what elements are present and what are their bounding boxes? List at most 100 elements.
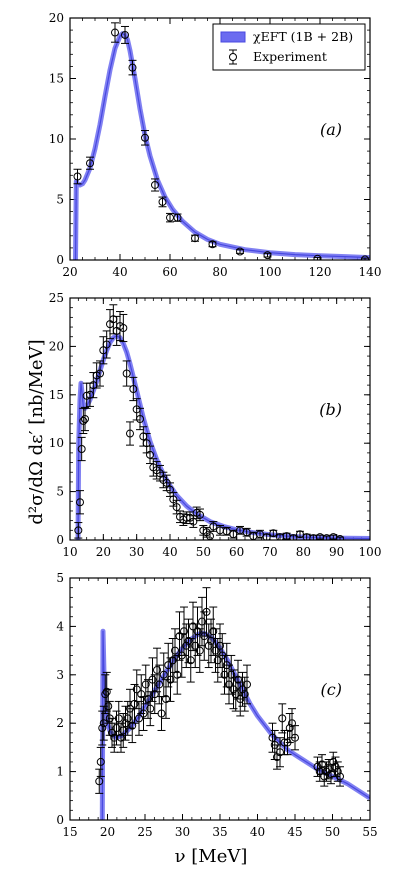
panel-1-theory-line (77, 335, 370, 540)
panel-2-data-marker (155, 680, 164, 689)
panel-0-experiment-point (361, 255, 369, 260)
panel-2-data-marker (202, 607, 211, 616)
panel-1-data-marker (126, 429, 134, 438)
panel-0-x-tick-label: 60 (162, 265, 177, 279)
panel-1-experiment-point (136, 407, 144, 431)
panel-2-experiment-point (336, 766, 344, 787)
panel-2-label: (c) (321, 680, 342, 699)
panel-2-data-marker (209, 627, 218, 636)
panel-2-data-marker (121, 719, 130, 728)
panel-2-data-marker (171, 646, 179, 655)
panel-1-data-marker (269, 529, 278, 538)
panel-2-x-tick-label: 55 (362, 825, 377, 839)
y-axis-title: d²σ/dΩ dε′ [nb/MeV] (26, 339, 47, 524)
panel-0-y-tick-label: 5 (56, 193, 64, 207)
panel-2-data-marker (288, 719, 296, 728)
panel-2-data-marker (173, 670, 182, 679)
panel-0-data-marker (158, 197, 167, 206)
panel-0-experiment-point (166, 212, 174, 223)
panel-1-data-marker (79, 416, 88, 425)
panel-2-data-marker (144, 695, 152, 703)
panel-2-experiment-point (204, 623, 213, 669)
panel-2-theory-band (99, 628, 370, 820)
panel-2-data-marker (141, 680, 150, 689)
panel-2-data-marker (98, 724, 107, 733)
panel-0-data-marker (361, 255, 369, 260)
panel-1-experiment-point (81, 406, 89, 432)
panel-1-data-marker (209, 522, 218, 531)
panel-0-data-marker (86, 159, 94, 168)
panel-1-data-marker (262, 533, 271, 540)
panel-2-data-marker (285, 724, 294, 733)
panel-0-x-tick-label: 80 (212, 265, 227, 279)
panel-2-experiment-point (320, 766, 329, 787)
panel-2-experiment-point (148, 657, 157, 702)
panel-2-experiment-point (123, 700, 132, 736)
panel-2-y-tick-label: 3 (56, 668, 64, 682)
panel-0-data-marker (173, 213, 182, 222)
panel-1-experiment-point (222, 526, 231, 536)
legend-experiment-label: Experiment (253, 49, 327, 64)
panel-2-experiment-point (238, 671, 247, 707)
panel-2-theory-line (101, 630, 370, 820)
panel-2-data-marker (324, 765, 333, 774)
panel-1-experiment-point (96, 360, 104, 387)
panel-1-experiment-point (99, 336, 108, 365)
panel-1-experiment-point (122, 360, 131, 387)
panel-2-data-marker (336, 772, 344, 781)
panel-0-experiment-point (151, 178, 159, 192)
panel-2-experiment-point (132, 669, 141, 710)
panel-0-group: 20 40 60 80 100 120 140 0 5 10 15 20 (a) χEFT (1B + 2… (49, 11, 382, 279)
panel-2-data-marker (333, 767, 342, 776)
x-axis-title: ν [MeV] (175, 846, 248, 867)
panel-1-group: 10 20 30 40 50 60 70 80 90 100 0 5 10 15 20 25 (b) (49, 291, 382, 559)
panel-0-x-tick-label: 120 (309, 265, 332, 279)
panel-0-experiment-point (86, 156, 94, 170)
panel-2-data-marker (320, 772, 329, 781)
panel-1-ticks: 10 20 30 40 50 60 70 80 90 100 0 5 10 15 20 25 (49, 291, 382, 559)
panel-0-label: (a) (320, 120, 342, 139)
legend-experiment-marker (229, 53, 237, 61)
panel-2-data-marker (211, 646, 220, 655)
panel-2-data-marker (189, 622, 197, 631)
panel-2-data-marker (240, 690, 249, 699)
panel-2-data-marker (198, 617, 206, 626)
panel-2-data-marker (153, 665, 161, 674)
panel-2-frame (69, 577, 371, 821)
panel-0-experiment-point (141, 130, 149, 146)
panel-1-experiment-point (102, 330, 111, 359)
panel-1-plot-area (74, 304, 370, 540)
panel-2-x-tick-label: 25 (137, 825, 152, 839)
panel-2-experiment-point (98, 710, 107, 746)
panel-2-data-marker (213, 656, 222, 665)
panel-1-data-marker (77, 445, 86, 454)
panel-1-data-marker (222, 527, 231, 536)
panel-1-data-marker (122, 369, 131, 378)
panel-2-experiment-point (211, 628, 220, 673)
panel-2-data-marker (128, 721, 137, 730)
panel-0-data-marker (208, 240, 217, 249)
panel-2-data-marker (175, 632, 184, 641)
panel-1-experiment-point (209, 521, 218, 532)
panel-1-x-tick-label: 70 (262, 545, 277, 559)
panel-2-data-marker (276, 748, 284, 757)
panel-2-data-marker (318, 760, 326, 769)
panel-0-experiment-point (236, 247, 244, 256)
panel-1-data-marker (166, 485, 174, 494)
panel-2-data-marker (278, 714, 287, 723)
panel-1-experiment-point (262, 533, 271, 540)
panel-2-data-marker (95, 777, 104, 786)
panel-2-data-marker (238, 685, 247, 694)
panel-2-y-tick-label: 1 (56, 765, 64, 779)
panel-1-experiment-point (126, 421, 134, 446)
panel-2-experiment-point (95, 768, 104, 794)
panel-1-x-tick-label: 20 (96, 545, 111, 559)
panel-2-data-marker (193, 627, 202, 636)
panel-2-experiment-point (229, 669, 238, 710)
panel-0-x-tick-label: 140 (359, 265, 382, 279)
panel-2-data-marker (327, 770, 335, 779)
panel-2-data-marker (182, 641, 191, 650)
panel-1-experiment-point (189, 515, 198, 528)
panel-2-experiment-point (182, 623, 191, 669)
